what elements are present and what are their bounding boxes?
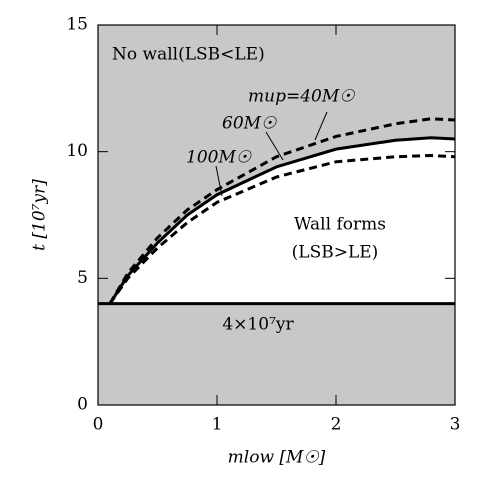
y-tick-label: 10 xyxy=(66,141,88,161)
leader-line xyxy=(265,131,284,161)
x-axis-label: mlow [M☉] xyxy=(228,448,326,468)
y-tick-label: 5 xyxy=(77,268,88,288)
annotation: Wall forms xyxy=(294,215,386,235)
series-line xyxy=(108,153,456,305)
x-tick-label: 2 xyxy=(331,415,342,435)
series-label: 60M☉ xyxy=(222,114,277,134)
plot-frame xyxy=(97,24,456,406)
series-label: 100M☉ xyxy=(186,148,252,168)
annotation: (LSB>LE) xyxy=(292,243,379,263)
x-tick-label: 0 xyxy=(93,415,104,435)
y-tick-label: 0 xyxy=(77,395,88,415)
x-tick-label: 1 xyxy=(212,415,223,435)
y-tick-label: 15 xyxy=(66,15,88,35)
x-tick-label: 3 xyxy=(450,415,461,435)
series-line xyxy=(108,117,456,305)
y-axis-label: t [10⁷yr] xyxy=(30,179,50,251)
annotation: No wall(LSB<LE) xyxy=(112,45,265,65)
leader-line xyxy=(215,165,223,197)
wall-region xyxy=(109,137,456,304)
annotation: 4×10⁷yr xyxy=(222,315,294,335)
series-line xyxy=(108,136,456,305)
leader-line xyxy=(314,111,328,141)
series-label: mup=40M☉ xyxy=(248,87,355,107)
